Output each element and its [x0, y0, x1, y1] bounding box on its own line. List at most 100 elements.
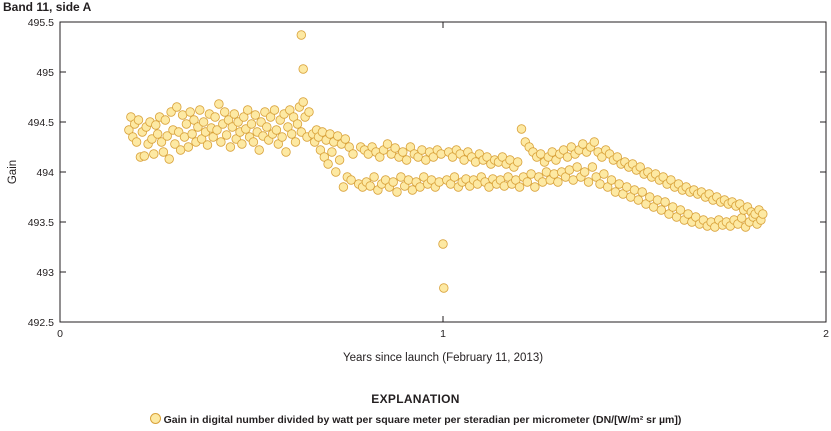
- data-point: [172, 102, 182, 112]
- data-point: [390, 143, 400, 153]
- data-point: [131, 137, 142, 147]
- data-point: [388, 177, 398, 187]
- data-point: [338, 182, 349, 192]
- data-point: [315, 145, 326, 155]
- data-point: [599, 169, 609, 179]
- data-point: [516, 124, 527, 134]
- data-point: [288, 112, 299, 122]
- data-point: [164, 154, 174, 164]
- data-point: [633, 195, 644, 205]
- data-point: [237, 139, 247, 149]
- data-point: [325, 129, 335, 139]
- data-point: [398, 147, 408, 157]
- data-point: [181, 119, 192, 129]
- data-point: [202, 140, 213, 150]
- data-point: [365, 181, 375, 191]
- data-point: [369, 172, 379, 182]
- data-point: [392, 187, 402, 197]
- data-point: [225, 142, 236, 152]
- y-tick-label: 493.5: [28, 217, 54, 229]
- data-point: [214, 99, 224, 109]
- x-axis-label: Years since launch (February 11, 2013): [343, 352, 543, 364]
- data-point: [298, 64, 308, 74]
- data-point: [405, 142, 416, 152]
- data-point: [541, 167, 552, 177]
- x-tick-label: 2: [823, 328, 829, 340]
- data-point: [580, 167, 590, 177]
- data-point: [250, 110, 261, 120]
- y-tick-label: 494.5: [28, 117, 54, 129]
- data-point: [292, 119, 303, 129]
- data-point: [183, 142, 194, 152]
- data-point: [334, 155, 345, 165]
- y-axis-label: Gain: [7, 160, 19, 184]
- chart-title: Band 11, side A: [3, 0, 92, 14]
- legend: Gain in digital number divided by watt p…: [0, 413, 831, 426]
- data-point: [660, 197, 670, 207]
- data-point: [323, 159, 333, 169]
- data-point: [124, 125, 134, 135]
- data-point: [254, 145, 264, 155]
- axis-ticks: 492.5 493 493.5 494 494.5 495 495.5 0 1 2: [28, 17, 829, 340]
- data-point: [348, 149, 358, 159]
- data-point: [403, 175, 414, 185]
- data-point: [242, 105, 253, 115]
- data-point: [210, 112, 220, 122]
- data-point: [152, 129, 163, 139]
- data-point: [216, 137, 226, 147]
- data-point: [198, 117, 209, 127]
- data-point: [606, 175, 617, 185]
- data-point: [587, 162, 598, 172]
- data-point: [277, 132, 287, 142]
- data-point: [229, 109, 240, 119]
- data-point: [162, 131, 172, 141]
- data-point: [304, 107, 314, 117]
- data-points: [124, 30, 768, 293]
- data-point: [758, 209, 768, 219]
- data-point: [513, 157, 523, 167]
- data-point: [133, 115, 144, 125]
- y-tick-label: 492.5: [28, 317, 54, 329]
- y-tick-label: 494: [36, 167, 54, 179]
- data-point: [189, 115, 199, 125]
- data-point: [246, 119, 257, 129]
- y-tick-label: 493: [36, 267, 54, 279]
- data-point: [553, 177, 563, 187]
- data-point: [156, 137, 167, 147]
- data-point: [417, 145, 427, 155]
- data-point: [331, 167, 341, 177]
- data-point: [296, 30, 307, 40]
- data-point: [287, 129, 297, 139]
- data-point: [449, 172, 460, 182]
- plot-frame: [59, 21, 827, 323]
- data-point: [737, 213, 747, 223]
- data-point: [439, 283, 449, 293]
- data-point: [629, 185, 640, 195]
- data-point: [158, 147, 169, 157]
- data-point: [583, 177, 594, 187]
- data-point: [572, 162, 582, 172]
- data-point: [346, 175, 356, 185]
- data-point: [401, 155, 412, 165]
- x-tick-label: 1: [440, 328, 446, 340]
- explanation-heading: EXPLANATION: [371, 392, 460, 406]
- data-point: [522, 177, 533, 187]
- data-point: [219, 107, 230, 117]
- data-point: [656, 205, 667, 215]
- data-point: [327, 147, 337, 157]
- data-point: [248, 137, 259, 147]
- data-point: [185, 107, 195, 117]
- data-point: [340, 134, 351, 144]
- data-point: [438, 239, 448, 249]
- data-point: [589, 137, 600, 147]
- data-point: [195, 105, 205, 115]
- data-point: [514, 182, 525, 192]
- data-point: [637, 187, 647, 197]
- data-point: [265, 112, 276, 122]
- data-point: [262, 122, 272, 132]
- data-point: [221, 130, 232, 140]
- y-tick-label: 495.5: [28, 17, 54, 29]
- data-point: [281, 147, 291, 157]
- data-point: [170, 139, 180, 149]
